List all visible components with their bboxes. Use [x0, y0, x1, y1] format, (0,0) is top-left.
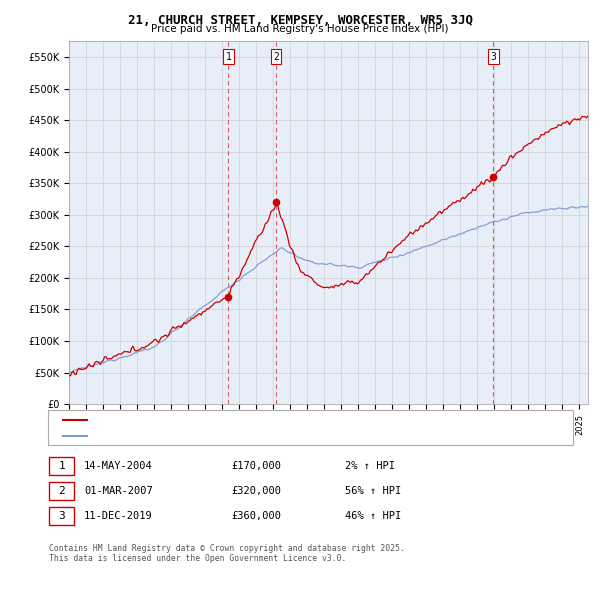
Text: Price paid vs. HM Land Registry's House Price Index (HPI): Price paid vs. HM Land Registry's House …	[151, 24, 449, 34]
Text: 14-MAY-2004: 14-MAY-2004	[84, 461, 153, 471]
Text: 1: 1	[226, 51, 232, 61]
Text: 56% ↑ HPI: 56% ↑ HPI	[345, 486, 401, 496]
Text: 2: 2	[273, 51, 279, 61]
Text: 21, CHURCH STREET, KEMPSEY, WORCESTER, WR5 3JQ: 21, CHURCH STREET, KEMPSEY, WORCESTER, W…	[128, 14, 473, 27]
Text: 01-MAR-2007: 01-MAR-2007	[84, 486, 153, 496]
Text: 3: 3	[58, 511, 65, 520]
Text: 3: 3	[490, 51, 496, 61]
Text: £320,000: £320,000	[231, 486, 281, 496]
Text: 46% ↑ HPI: 46% ↑ HPI	[345, 511, 401, 520]
Text: 2% ↑ HPI: 2% ↑ HPI	[345, 461, 395, 471]
Text: 11-DEC-2019: 11-DEC-2019	[84, 511, 153, 520]
Text: 1: 1	[58, 461, 65, 471]
Text: £170,000: £170,000	[231, 461, 281, 471]
Text: 21, CHURCH STREET, KEMPSEY, WORCESTER, WR5 3JQ (semi-detached house): 21, CHURCH STREET, KEMPSEY, WORCESTER, W…	[92, 415, 457, 424]
Text: 2: 2	[58, 486, 65, 496]
Text: HPI: Average price, semi-detached house, Malvern Hills: HPI: Average price, semi-detached house,…	[92, 431, 382, 440]
Text: Contains HM Land Registry data © Crown copyright and database right 2025.
This d: Contains HM Land Registry data © Crown c…	[49, 544, 405, 563]
Text: £360,000: £360,000	[231, 511, 281, 520]
